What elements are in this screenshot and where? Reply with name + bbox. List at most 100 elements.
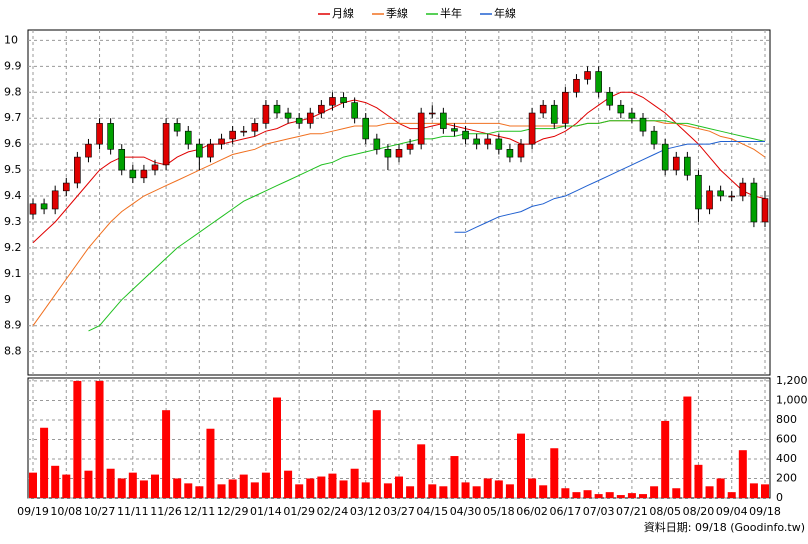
- volume-bar: [62, 474, 71, 498]
- x-tick-label: 08/20: [683, 505, 715, 518]
- volume-bar: [627, 493, 636, 498]
- candle-body: [728, 195, 736, 198]
- candle-body: [639, 117, 647, 132]
- candle-body: [517, 143, 525, 158]
- volume-bar: [594, 494, 603, 498]
- volume-bar: [749, 483, 758, 498]
- candle-body: [318, 104, 325, 114]
- candle-body: [395, 149, 403, 158]
- candle-body: [51, 190, 59, 210]
- candle-body: [761, 198, 769, 223]
- candle-body: [129, 169, 137, 179]
- candle-body: [750, 182, 758, 223]
- volume-bar: [517, 433, 525, 498]
- volume-bar: [273, 397, 281, 498]
- candle-body: [107, 123, 114, 150]
- candle-body: [584, 71, 591, 80]
- x-tick-label: 10/08: [50, 505, 82, 518]
- candle-body: [595, 71, 602, 93]
- x-tick-label: 08/05: [649, 505, 681, 518]
- x-tick-label: 02/24: [317, 505, 349, 518]
- x-tick-label: 09/18: [749, 505, 781, 518]
- volume-bar: [239, 474, 248, 498]
- x-tick-label: 12/11: [184, 505, 216, 518]
- volume-bar: [29, 472, 37, 498]
- candle-body: [340, 97, 347, 103]
- candle-body: [351, 102, 358, 119]
- volume-bar: [472, 486, 481, 498]
- candle-body: [573, 78, 580, 93]
- candle-body: [706, 190, 713, 210]
- candle-body: [251, 123, 259, 132]
- x-tick-label: 03/27: [383, 505, 415, 518]
- volume-bar: [151, 474, 159, 498]
- volume-bar: [228, 479, 237, 498]
- volume-bar: [139, 480, 148, 498]
- volume-bar: [173, 478, 182, 498]
- y-tick-label: 9.7: [4, 111, 22, 124]
- volume-bar: [572, 492, 581, 498]
- candle-body: [329, 97, 336, 106]
- volume-bar: [716, 478, 725, 498]
- candle-body: [118, 149, 126, 171]
- candle-body: [284, 112, 292, 119]
- candle-body: [628, 112, 636, 119]
- volume-bar: [561, 488, 570, 498]
- volume-bar: [439, 486, 448, 498]
- x-tick-label: 12/29: [217, 505, 249, 518]
- candle-body: [617, 104, 625, 114]
- volume-bar: [505, 484, 514, 498]
- candle-body: [162, 123, 170, 166]
- candle-body: [462, 130, 469, 140]
- y-tick-label: 9.8: [4, 85, 22, 98]
- candle-body: [96, 123, 103, 145]
- y-tick-label: 9.3: [4, 215, 22, 228]
- volume-bar: [406, 486, 415, 498]
- volume-bar: [317, 476, 326, 498]
- volume-bar: [295, 484, 304, 498]
- volume-bar: [339, 480, 348, 498]
- volume-bar: [583, 490, 592, 498]
- volume-bar: [184, 483, 193, 498]
- x-tick-label: 07/21: [616, 505, 648, 518]
- candle-body: [173, 123, 181, 132]
- x-tick-label: 01/29: [283, 505, 315, 518]
- y-tick-label: 9.4: [4, 189, 22, 202]
- x-tick-label: 03/12: [350, 505, 382, 518]
- volume-bar: [383, 483, 392, 498]
- candle-body: [151, 164, 159, 171]
- x-tick-label: 10/27: [84, 505, 116, 518]
- y-tick-label: 8.9: [4, 319, 22, 332]
- volume-bar: [494, 480, 503, 498]
- footnote: 資料日期: 09/18 (Goodinfo.tw): [644, 520, 805, 534]
- candle-body: [207, 143, 214, 158]
- volume-bar: [261, 472, 270, 498]
- volume-bar: [40, 427, 49, 498]
- legend-label: 月線: [332, 6, 354, 20]
- volume-bar: [761, 484, 769, 498]
- x-tick-label: 09/19: [17, 505, 49, 518]
- candle-body: [650, 130, 658, 145]
- volume-bar: [217, 484, 226, 498]
- candle-body: [384, 149, 392, 158]
- volume-bar: [128, 472, 137, 498]
- volume-bar: [206, 428, 215, 498]
- volume-bar: [738, 450, 747, 498]
- x-tick-label: 04/30: [450, 505, 482, 518]
- candle-body: [528, 112, 536, 145]
- candle-body: [661, 143, 669, 171]
- x-tick-label: 04/15: [416, 505, 448, 518]
- volume-bar: [250, 482, 259, 498]
- volume-bar: [661, 420, 670, 498]
- candle-body: [495, 138, 503, 150]
- volume-bar: [428, 484, 437, 498]
- y-tick-label: 10: [4, 33, 18, 46]
- price-panel: [27, 29, 771, 376]
- volume-bar: [528, 478, 537, 498]
- candle-body: [40, 203, 48, 210]
- x-tick-label: 11/26: [150, 505, 182, 518]
- ma-line: [88, 120, 766, 332]
- candle-body: [306, 112, 314, 124]
- candle-body: [85, 143, 92, 158]
